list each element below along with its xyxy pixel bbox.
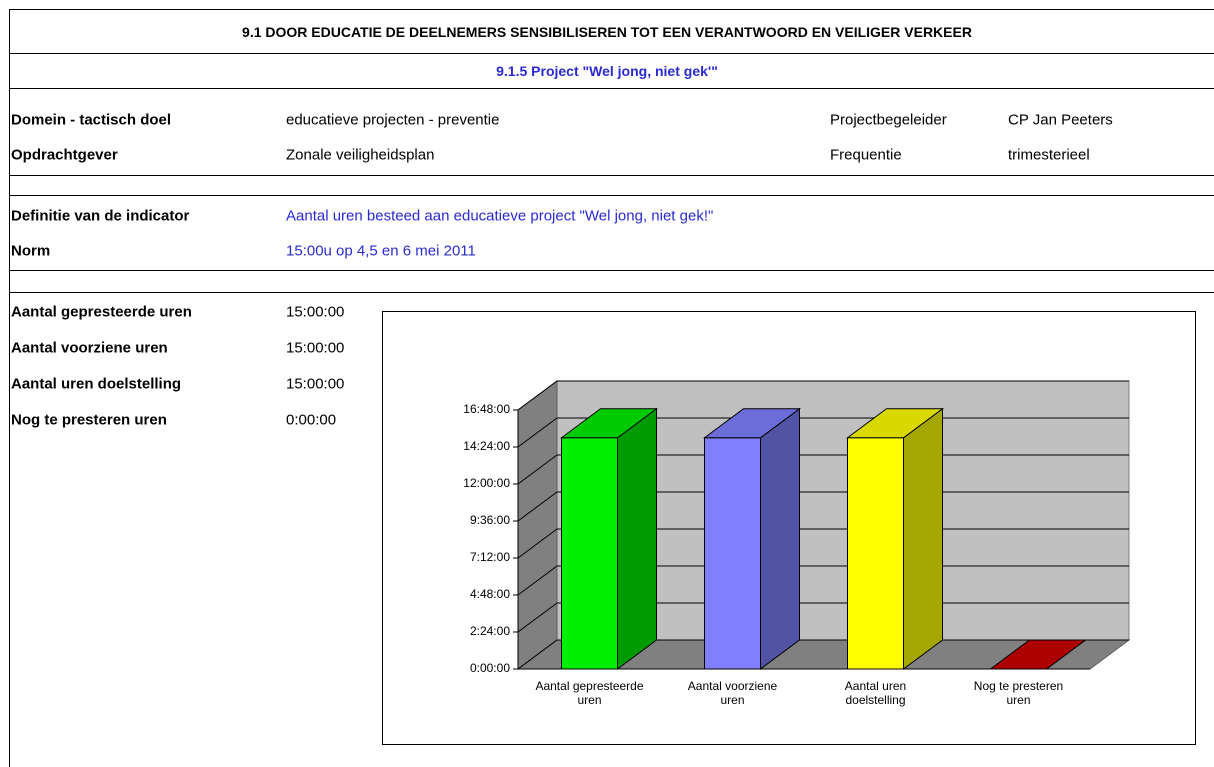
x-tick-label: Aantal voorziene uren bbox=[687, 679, 778, 707]
bar bbox=[561, 437, 618, 670]
y-tick-label: 14:24:00 bbox=[463, 439, 510, 453]
bar-top bbox=[559, 408, 659, 439]
label: Nog te presteren uren bbox=[11, 411, 167, 429]
y-tick-label: 7:12:00 bbox=[470, 550, 510, 564]
x-tick-label: Aantal uren doelstelling bbox=[844, 679, 907, 707]
value: CP Jan Peeters bbox=[1008, 111, 1113, 129]
bar-top bbox=[702, 408, 802, 439]
row-line bbox=[9, 175, 1214, 176]
value: 15:00:00 bbox=[286, 375, 345, 393]
value: Zonale veiligheidsplan bbox=[286, 146, 435, 164]
grid-line bbox=[517, 565, 558, 596]
grid-line bbox=[517, 639, 558, 670]
label: Domein - tactisch doel bbox=[11, 111, 172, 129]
value: Aantal uren besteed aan educatieve proje… bbox=[286, 207, 714, 225]
label: Projectbegeleider bbox=[830, 111, 947, 129]
grid-line bbox=[517, 417, 558, 448]
label: Definitie van de indicator bbox=[11, 207, 190, 225]
bar bbox=[847, 437, 904, 670]
title: 9.1 DOOR EDUCATIE DE DEELNEMERS SENSIBIL… bbox=[242, 24, 972, 40]
y-tick-label: 12:00:00 bbox=[463, 476, 510, 490]
x-tick-label: Nog te presteren uren bbox=[973, 679, 1064, 707]
y-tick-label: 2:24:00 bbox=[470, 624, 510, 638]
bar-top bbox=[988, 639, 1088, 670]
row-line bbox=[9, 195, 1214, 196]
label: Aantal gepresteerde uren bbox=[11, 303, 192, 321]
label: Opdrachtgever bbox=[11, 146, 118, 164]
subtitle: 9.1.5 Project "Wel jong, niet gek'" bbox=[496, 63, 718, 79]
grid-line bbox=[517, 380, 558, 411]
row-line bbox=[9, 270, 1214, 271]
side-wall bbox=[517, 380, 558, 670]
y-tick-label: 16:48:00 bbox=[463, 402, 510, 416]
y-tick-label: 4:48:00 bbox=[470, 587, 510, 601]
row-line bbox=[9, 53, 1214, 54]
row-line bbox=[9, 9, 1214, 10]
y-tick-label: 0:00:00 bbox=[470, 661, 510, 675]
bar-side bbox=[617, 407, 657, 670]
grid-line bbox=[517, 454, 558, 485]
bar-side bbox=[760, 407, 800, 670]
bar-top bbox=[845, 408, 945, 439]
label: Aantal uren doelstelling bbox=[11, 375, 182, 393]
row-line bbox=[9, 88, 1214, 89]
bar bbox=[704, 437, 761, 670]
bar-side bbox=[903, 407, 943, 670]
value: 0:00:00 bbox=[286, 411, 337, 429]
left-border bbox=[9, 9, 10, 767]
value: trimesterieel bbox=[1008, 146, 1090, 164]
x-tick-label: Aantal gepresteerde uren bbox=[535, 679, 644, 707]
grid-line bbox=[517, 491, 558, 522]
value: 15:00:00 bbox=[286, 303, 345, 321]
label: Norm bbox=[11, 242, 51, 260]
label: Frequentie bbox=[830, 146, 902, 164]
grid-line bbox=[517, 602, 558, 633]
grid-line bbox=[517, 528, 558, 559]
y-tick-label: 9:36:00 bbox=[470, 513, 510, 527]
value: 15:00:00 bbox=[286, 339, 345, 357]
row-line bbox=[9, 292, 1214, 293]
value: educatieve projecten - preventie bbox=[286, 111, 500, 129]
value: 15:00u op 4,5 en 6 mei 2011 bbox=[286, 242, 476, 260]
label: Aantal voorziene uren bbox=[11, 339, 168, 357]
